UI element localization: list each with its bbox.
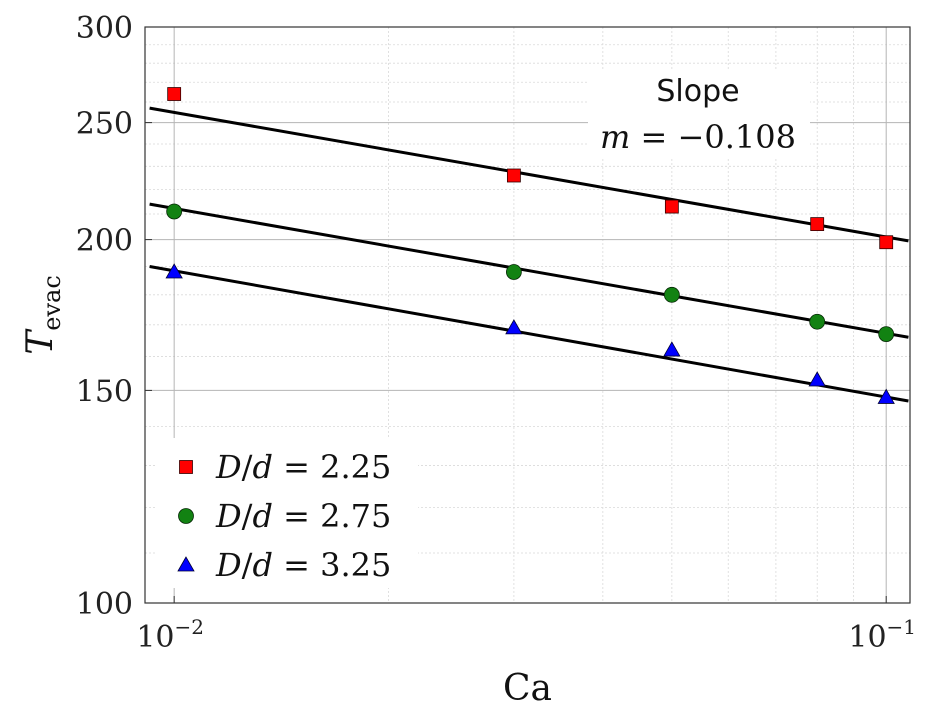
- plot-frame: [144, 26, 911, 604]
- data-markers: [165, 87, 895, 404]
- data-point: [166, 203, 183, 220]
- data-point: [877, 388, 895, 404]
- fit-lines: [149, 106, 909, 403]
- data-point: [878, 326, 895, 343]
- data-point: [664, 199, 679, 214]
- slope-value: = −0.108: [630, 118, 796, 156]
- y-tick-label: 100: [76, 587, 133, 622]
- y-axis-label: Tevac: [20, 275, 66, 355]
- data-point: [808, 371, 826, 387]
- legend-label: D/d = 2.75: [215, 497, 391, 535]
- data-point: [663, 286, 680, 303]
- x-tick-label: 10−1: [848, 615, 916, 655]
- data-point: [505, 264, 522, 280]
- slope-annotation-background: [588, 70, 810, 158]
- y-tick-label: 250: [76, 107, 133, 142]
- data-point: [663, 341, 681, 357]
- data-point: [879, 235, 894, 250]
- data-point: [810, 217, 825, 231]
- y-tick-label: 200: [76, 224, 133, 259]
- x-tick-label: 10−2: [136, 615, 204, 655]
- axis-ticks: 100 150 200 250 300 10−2 10−1: [76, 11, 916, 655]
- data-point: [167, 87, 182, 101]
- slope-variable: m: [600, 118, 630, 156]
- slope-annotation: Slope m = −0.108: [588, 70, 810, 158]
- y-axis-label-symbol: T: [20, 328, 61, 355]
- y-axis-label-subscript: evac: [38, 275, 66, 331]
- fit-line: [149, 265, 909, 403]
- slope-annotation-value: m = −0.108: [600, 118, 796, 156]
- legend-marker: [177, 556, 195, 572]
- data-point: [506, 168, 521, 183]
- legend-marker: [178, 508, 194, 524]
- data-point: [809, 313, 826, 330]
- legend-background: [156, 438, 418, 588]
- data-point: [505, 319, 523, 335]
- y-tick-label: 300: [76, 11, 133, 46]
- fit-line: [149, 202, 909, 339]
- legend-label: D/d = 3.25: [215, 546, 391, 584]
- slope-annotation-title: Slope: [656, 74, 739, 109]
- data-point: [165, 263, 183, 279]
- legend-marker: [179, 460, 193, 474]
- legend-label: D/d = 2.25: [215, 448, 391, 486]
- fit-line: [149, 106, 909, 243]
- y-tick-label: 150: [76, 374, 133, 409]
- legend: D/d = 2.25 D/d = 2.75 D/d = 3.25: [156, 438, 418, 588]
- x-axis-label: Ca: [503, 668, 552, 708]
